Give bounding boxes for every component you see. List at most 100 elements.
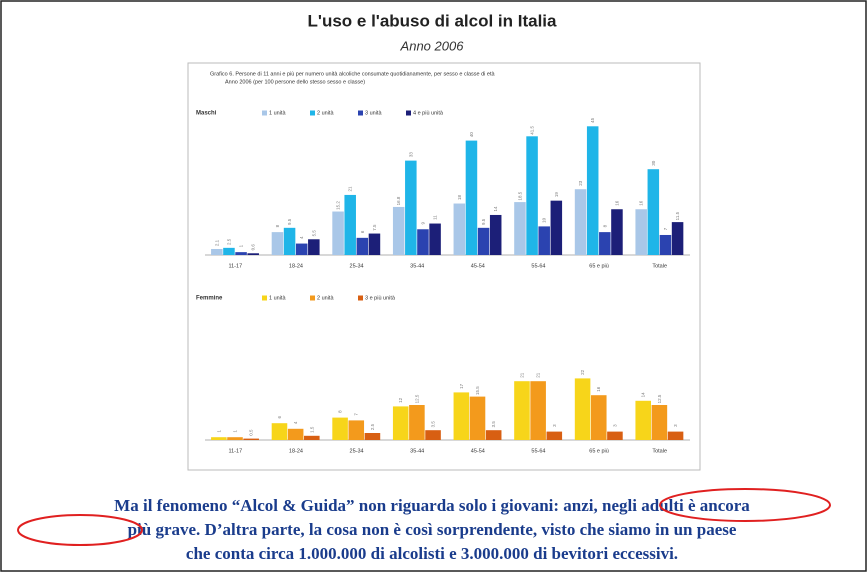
caption-line: Ma il fenomeno “Alcol & Guida” non rigua… [114,496,750,515]
bar [453,203,466,255]
bar [599,232,611,255]
data-label: 2.1 [214,239,219,246]
bar [235,252,247,255]
data-label: 2.5 [370,423,375,430]
chart-frame [187,62,701,471]
bar [308,239,320,255]
bar [514,202,526,255]
legend-label: 2 unità [317,110,334,116]
data-label: 30 [651,160,656,166]
chart-note: Grafico 6. Persone di 11 anni e più per … [210,71,495,77]
legend-label: 4 e più unità [413,110,444,116]
bar [332,211,344,255]
data-label: 0.6 [251,244,256,251]
data-label: 12.5 [657,394,662,403]
data-label: 3.5 [491,421,496,428]
x-tick-label: Totale [652,263,667,269]
group-label: Femmine [196,296,223,302]
bar [477,227,490,255]
bar [271,423,288,440]
data-label: 15.5 [475,386,480,395]
subtitle: Anno 2006 [400,38,465,53]
bar [574,189,587,255]
data-label: 12 [398,397,403,403]
bar [526,136,538,255]
data-label: 19 [554,192,559,198]
legend-label: 3 unità [365,110,382,116]
bar [489,214,502,255]
bar [211,437,227,440]
x-tick-label: 55-64 [531,263,545,269]
data-label: 12.5 [414,394,419,403]
bar [659,234,672,255]
x-tick-label: 35-44 [410,448,424,454]
bar [586,126,599,255]
bar [485,430,502,440]
data-label: 8 [338,410,343,413]
data-label: 3 [612,424,617,427]
data-label: 22 [580,369,585,375]
data-label: 41.5 [530,125,535,134]
data-label: 16 [639,200,644,206]
data-label: 7 [354,413,359,416]
bar [392,406,409,440]
bar [425,430,441,440]
data-label: 40 [469,132,474,138]
data-label: 21 [519,372,524,378]
data-label: 2.5 [226,238,231,245]
data-label: 4 [293,421,298,424]
bar [546,431,563,440]
data-label: 4 [299,236,304,239]
data-label: 21 [348,186,353,192]
data-label: 1.5 [309,426,314,433]
bar [295,243,308,255]
x-tick-label: 25-34 [350,448,364,454]
legend-swatch [262,295,267,301]
group-label: Maschi [196,111,217,117]
bar [651,405,668,440]
caption-line: che conta circa 1.000.000 di alcolisti e… [186,544,678,563]
bar [671,222,684,255]
data-label: 16.8 [396,196,401,205]
bar [211,248,223,255]
bar [530,381,546,440]
bar [647,169,660,255]
data-label: 17 [459,383,464,389]
bar [243,438,259,440]
data-label: 3 [673,424,678,427]
data-label: 1 [239,244,244,247]
bar [429,223,441,255]
data-label: 15.2 [336,201,341,210]
bar [574,378,591,440]
x-tick-label: 18-24 [289,448,303,454]
data-label: 9.5 [481,218,486,225]
bar [247,253,259,255]
caption-line: più grave. D’altra parte, la cosa non è … [128,520,737,539]
x-tick-label: 65 e più [589,448,609,454]
data-label: 6 [277,415,282,418]
data-label: 0.5 [249,429,254,436]
legend-swatch [406,110,411,116]
data-label: 11 [433,215,438,220]
chart-note: Anno 2006 (per 100 persone dello stesso … [225,79,365,85]
legend-swatch [358,295,363,301]
data-label: 3 [552,424,557,427]
legend-swatch [262,110,267,116]
data-label: 14 [493,206,498,212]
data-label: 1 [233,429,238,432]
bar [392,206,405,255]
data-label: 1 [216,429,221,432]
data-label: 14 [641,392,646,398]
data-label: 7.5 [372,224,377,231]
highlight-ellipse [17,514,143,546]
bar [364,433,381,440]
x-tick-label: 55-64 [531,448,545,454]
data-label: 18 [457,195,462,201]
legend-swatch [358,110,363,116]
bar [348,420,365,440]
bar [405,160,417,255]
bar [667,431,684,440]
legend-swatch [310,110,315,116]
data-label: 3.5 [431,421,436,428]
